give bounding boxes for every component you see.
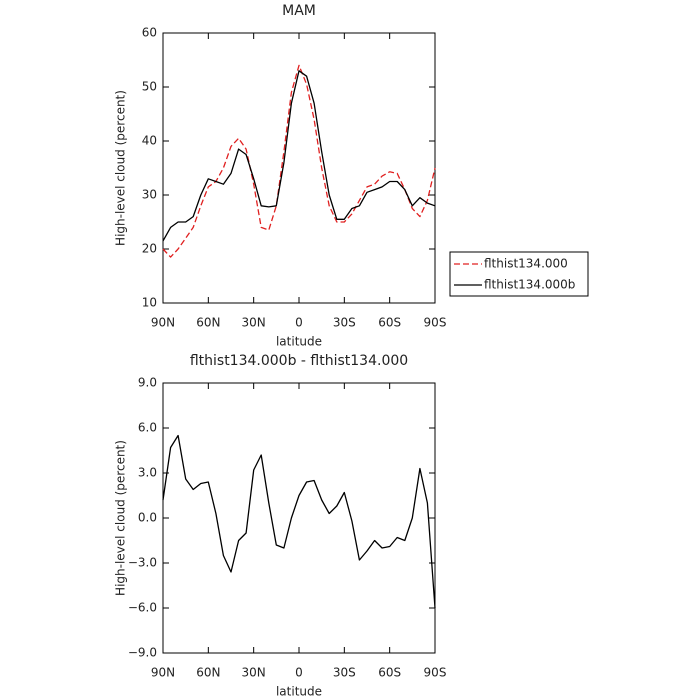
y-tick-label: 30 (142, 188, 157, 202)
y-tick-label: 60 (142, 26, 157, 40)
data-line (162, 434, 436, 609)
data-line (162, 70, 436, 242)
chart-title: MAM (282, 3, 316, 19)
legend-box (449, 251, 589, 297)
x-tick-label: 90S (424, 316, 447, 330)
y-tick-label: −6.0 (128, 601, 157, 615)
x-axis-label: latitude (276, 685, 322, 699)
chart-title: flthist134.000b - flthist134.000 (190, 353, 408, 369)
x-tick-label: 60N (196, 666, 220, 680)
x-tick-label: 90S (424, 666, 447, 680)
x-tick-label: 30S (333, 666, 356, 680)
x-tick-label: 60N (196, 316, 220, 330)
y-axis-label: High-level cloud (percent) (114, 440, 128, 596)
x-axis-label: latitude (276, 335, 322, 349)
x-tick-label: 30S (333, 316, 356, 330)
y-tick-label: 9.0 (138, 376, 157, 390)
x-tick-label: 0 (295, 666, 303, 680)
x-tick-label: 60S (378, 666, 401, 680)
y-tick-label: 40 (142, 134, 157, 148)
x-tick-label: 0 (295, 316, 303, 330)
y-tick-label: −9.0 (128, 646, 157, 660)
legend-label: flthist134.000b (484, 278, 575, 292)
plot-frame (162, 382, 436, 654)
y-axis-label: High-level cloud (percent) (114, 90, 128, 246)
y-tick-label: −3.0 (128, 556, 157, 570)
legend-label: flthist134.000 (484, 257, 568, 271)
y-tick-label: 10 (142, 296, 157, 310)
x-tick-label: 30N (242, 666, 266, 680)
y-tick-label: 3.0 (138, 466, 157, 480)
x-tick-label: 90N (151, 316, 175, 330)
data-line (162, 64, 436, 258)
x-tick-label: 30N (242, 316, 266, 330)
y-tick-label: 20 (142, 242, 157, 256)
y-tick-label: 6.0 (138, 421, 157, 435)
y-tick-label: 0.0 (138, 511, 157, 525)
x-tick-label: 90N (151, 666, 175, 680)
x-tick-label: 60S (378, 316, 401, 330)
y-tick-label: 50 (142, 80, 157, 94)
